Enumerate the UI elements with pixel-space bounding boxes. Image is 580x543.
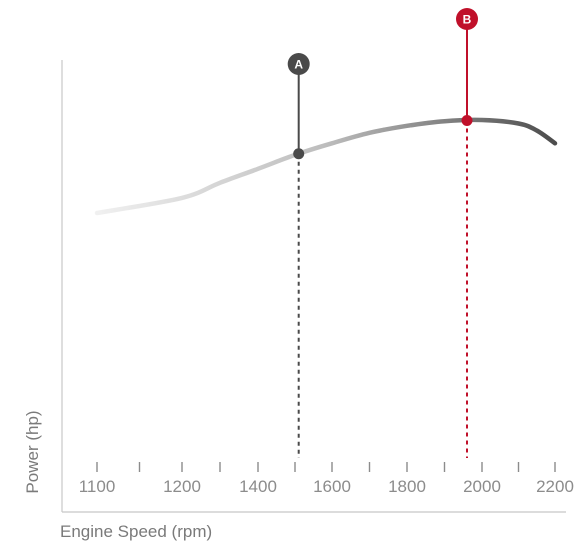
x-tick-label-1600: 1600 [313, 477, 351, 496]
marker-a-point [293, 148, 305, 160]
y-axis-title: Power (hp) [23, 410, 42, 493]
power-curve-line [94, 117, 558, 216]
x-tick-label-1200: 1200 [163, 477, 201, 496]
marker-b-badge [456, 8, 478, 30]
x-tick-label-1800: 1800 [388, 477, 426, 496]
marker-b: B [456, 8, 478, 458]
x-tick-label-1100: 1100 [79, 477, 116, 496]
marker-a: A [287, 53, 310, 458]
marker-b-label: B [463, 13, 472, 27]
x-tick-label-2200: 2200 [536, 477, 574, 496]
marker-a-label: A [294, 58, 303, 72]
operating-point-markers: AB [287, 8, 478, 458]
x-axis-title: Engine Speed (rpm) [60, 522, 212, 541]
marker-b-point [461, 114, 473, 126]
x-axis-ticks [96, 462, 556, 472]
x-axis-tick-labels: 1100 1200 1400 1600 1800 2000 2200 [79, 477, 574, 496]
marker-a-badge [287, 53, 310, 75]
x-tick-label-1400: 1400 [239, 477, 277, 496]
x-tick-label-2000: 2000 [463, 477, 501, 496]
